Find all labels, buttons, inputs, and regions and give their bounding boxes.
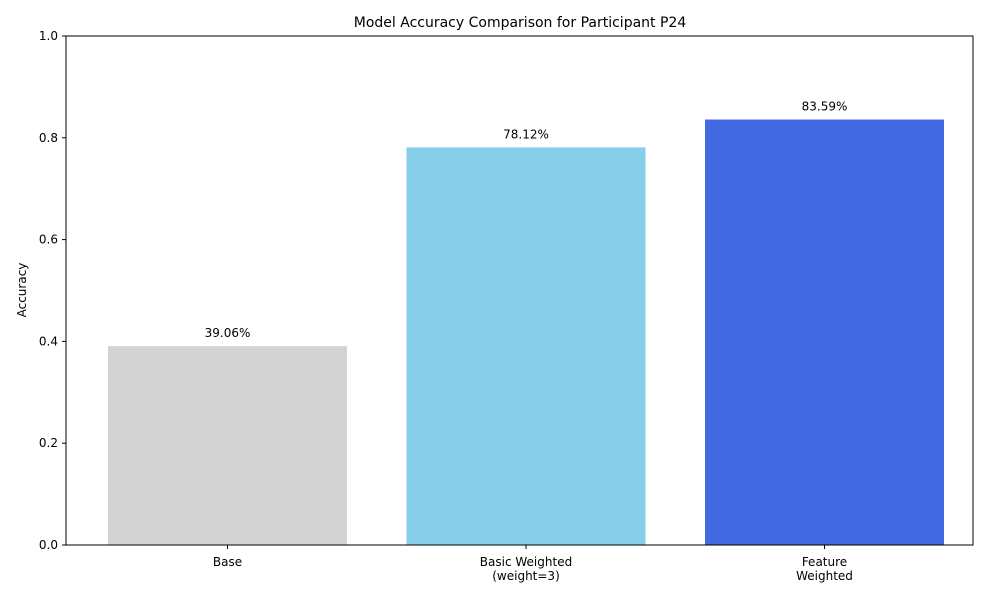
y-axis-ticks: 0.0 0.2 0.4 0.6 0.8 1.0: [39, 29, 66, 552]
x-axis-ticks: Base Basic Weighted(weight=3) FeatureWeigh…: [213, 545, 853, 583]
y-tick-label-2: 0.4: [39, 334, 58, 348]
bar-0: [108, 346, 347, 545]
x-tick-label-1-line-0: Basic Weighted: [480, 555, 572, 569]
plot-area-frame: [65, 35, 974, 546]
x-tick-label-2-line-1: Weighted: [796, 569, 853, 583]
y-tick-label-3: 0.6: [39, 233, 58, 247]
bars-group: 39.06% 78.12% 83.59%: [108, 100, 944, 545]
x-tick-label-0: Base: [213, 555, 242, 569]
bar-1: [406, 147, 646, 545]
data-label-2: 83.59%: [802, 100, 848, 114]
x-tick-label-1-line-1: (weight=3): [492, 569, 560, 583]
y-axis-label: Accuracy: [15, 263, 29, 318]
x-tick-label-2-line-0: Feature: [802, 555, 847, 569]
y-tick-label-0: 0.0: [39, 538, 58, 552]
y-tick-label-4: 0.8: [39, 131, 58, 145]
y-tick-label-1: 0.2: [39, 436, 58, 450]
chart-title: Model Accuracy Comparison for Participan…: [354, 15, 687, 31]
y-tick-label-5: 1.0: [39, 29, 58, 43]
bar-2: [705, 119, 944, 545]
data-label-0: 39.06%: [205, 326, 251, 340]
data-label-1: 78.12%: [503, 127, 549, 141]
